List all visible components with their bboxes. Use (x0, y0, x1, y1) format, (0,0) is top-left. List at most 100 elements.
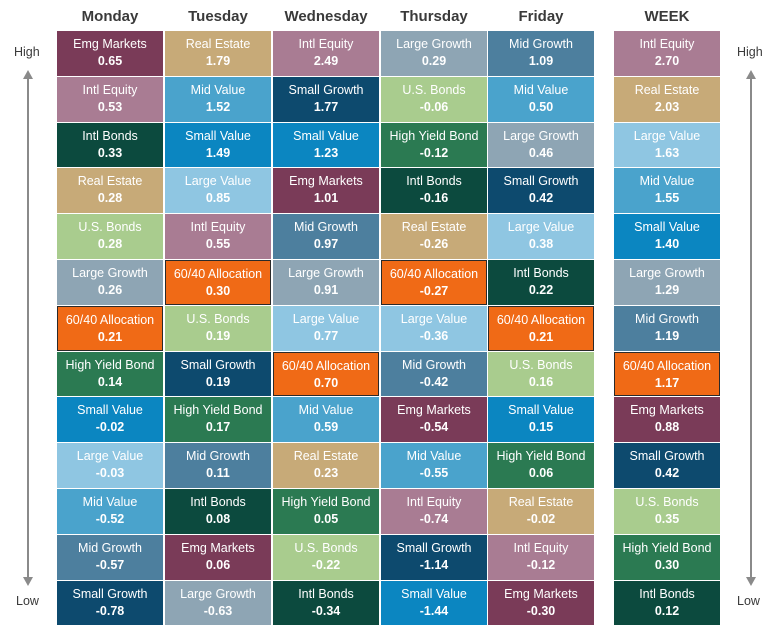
asset-class-label: High Yield Bond (281, 495, 371, 509)
return-cell: U.S. Bonds -0.06 (381, 77, 487, 122)
return-cell: Large Growth 0.91 (273, 260, 379, 305)
return-cell: Large Value 0.77 (273, 306, 379, 351)
asset-class-label: Intl Bonds (298, 587, 354, 601)
return-cell: Mid Growth -0.57 (57, 535, 163, 580)
return-value: 1.49 (205, 146, 231, 160)
return-value: 1.79 (205, 54, 231, 68)
asset-class-label: Small Value (401, 587, 467, 601)
return-cell: Intl Bonds -0.34 (273, 581, 379, 625)
asset-class-label: Small Value (508, 403, 574, 417)
asset-class-label: Emg Markets (504, 587, 578, 601)
asset-class-label: Small Value (293, 129, 359, 143)
return-cell: Mid Growth 0.97 (273, 214, 379, 259)
return-value: 0.17 (205, 420, 231, 434)
return-value: 0.08 (205, 512, 231, 526)
return-value: 0.53 (97, 100, 123, 114)
asset-class-label: Mid Growth (402, 358, 466, 372)
asset-class-label: Large Growth (629, 266, 705, 280)
asset-class-label: Intl Bonds (82, 129, 138, 143)
asset-class-label: Real Estate (508, 495, 574, 509)
return-value: 0.16 (528, 375, 554, 389)
asset-class-label: Emg Markets (289, 174, 363, 188)
return-cell: Large Value 0.85 (165, 168, 271, 213)
return-cell: Mid Growth 1.19 (614, 306, 720, 351)
asset-class-label: U.S. Bonds (509, 358, 573, 372)
asset-class-label: U.S. Bonds (635, 495, 699, 509)
low-label-right: Low (737, 594, 760, 608)
column-header: WEEK (644, 8, 690, 25)
asset-class-label: Intl Bonds (513, 266, 569, 280)
return-cell: Mid Growth 1.09 (488, 31, 594, 76)
return-value: 0.06 (205, 558, 231, 572)
return-value: 0.88 (654, 420, 680, 434)
return-value: 2.49 (313, 54, 339, 68)
return-value: 1.17 (654, 376, 680, 390)
return-cell: Intl Bonds 0.08 (165, 489, 271, 534)
asset-class-label: Emg Markets (181, 541, 255, 555)
return-value: 0.42 (528, 191, 554, 205)
return-value: 0.21 (528, 330, 554, 344)
return-cell: Emg Markets -0.30 (488, 581, 594, 625)
return-cell: Real Estate 0.28 (57, 168, 163, 213)
return-value: -0.36 (419, 329, 449, 343)
return-value: 0.19 (205, 375, 231, 389)
return-value: 0.70 (313, 376, 339, 390)
return-cell: U.S. Bonds 0.16 (488, 352, 594, 396)
asset-class-label: High Yield Bond (173, 403, 263, 417)
return-cell: Emg Markets 0.06 (165, 535, 271, 580)
asset-class-label: Small Growth (503, 174, 579, 188)
return-cell: Intl Bonds 0.33 (57, 123, 163, 167)
asset-class-label: Intl Bonds (639, 587, 695, 601)
return-cell: Real Estate -0.02 (488, 489, 594, 534)
return-value: 1.09 (528, 54, 554, 68)
return-cell: Large Value -0.36 (381, 306, 487, 351)
return-value: 0.97 (313, 237, 339, 251)
return-cell: Large Growth -0.63 (165, 581, 271, 625)
return-value: 0.21 (97, 330, 123, 344)
asset-class-label: Emg Markets (397, 403, 471, 417)
return-value: -0.42 (419, 375, 449, 389)
return-value: 0.11 (206, 466, 230, 480)
asset-class-label: Large Growth (503, 129, 579, 143)
return-cell: Mid Value -0.52 (57, 489, 163, 534)
return-cell: Small Value 1.23 (273, 123, 379, 167)
return-value: -0.30 (526, 604, 556, 618)
return-value: 0.15 (528, 420, 554, 434)
return-value: -0.55 (419, 466, 449, 480)
return-cell: High Yield Bond -0.12 (381, 123, 487, 167)
asset-class-label: Intl Equity (513, 541, 569, 555)
asset-class-label: High Yield Bond (496, 449, 586, 463)
return-cell: Intl Equity -0.74 (381, 489, 487, 534)
asset-class-label: Large Growth (288, 266, 364, 280)
return-cell: Small Value -0.02 (57, 397, 163, 442)
asset-class-label: Large Growth (72, 266, 148, 280)
asset-class-label: Large Growth (180, 587, 256, 601)
asset-class-label: Emg Markets (73, 37, 147, 51)
return-value: 1.40 (654, 237, 680, 251)
return-cell: U.S. Bonds 0.35 (614, 489, 720, 534)
asset-class-label: Intl Equity (82, 83, 138, 97)
return-value: -0.12 (419, 146, 449, 160)
return-value: 1.01 (313, 191, 339, 205)
asset-class-label: Mid Value (82, 495, 138, 509)
return-value: -0.12 (526, 558, 556, 572)
column-header: Thursday (400, 8, 468, 25)
return-cell: Small Growth 0.19 (165, 352, 271, 396)
return-value: 1.77 (313, 100, 339, 114)
column-header: Friday (518, 8, 564, 25)
asset-class-label: Small Value (77, 403, 143, 417)
asset-class-label: Mid Growth (635, 312, 699, 326)
return-cell: Mid Growth 0.11 (165, 443, 271, 488)
asset-class-label: Intl Equity (298, 37, 354, 51)
return-cell: Intl Equity 0.53 (57, 77, 163, 122)
asset-class-label: 60/40 Allocation (496, 313, 586, 327)
return-value: 0.55 (205, 237, 231, 251)
asset-class-label: U.S. Bonds (78, 220, 142, 234)
asset-class-label: U.S. Bonds (186, 312, 250, 326)
return-cell: Intl Equity -0.12 (488, 535, 594, 580)
return-cell: Intl Equity 0.55 (165, 214, 271, 259)
asset-class-label: Intl Equity (406, 495, 462, 509)
return-value: 0.35 (654, 512, 680, 526)
return-cell: Intl Bonds -0.16 (381, 168, 487, 213)
asset-class-label: Real Estate (634, 83, 700, 97)
